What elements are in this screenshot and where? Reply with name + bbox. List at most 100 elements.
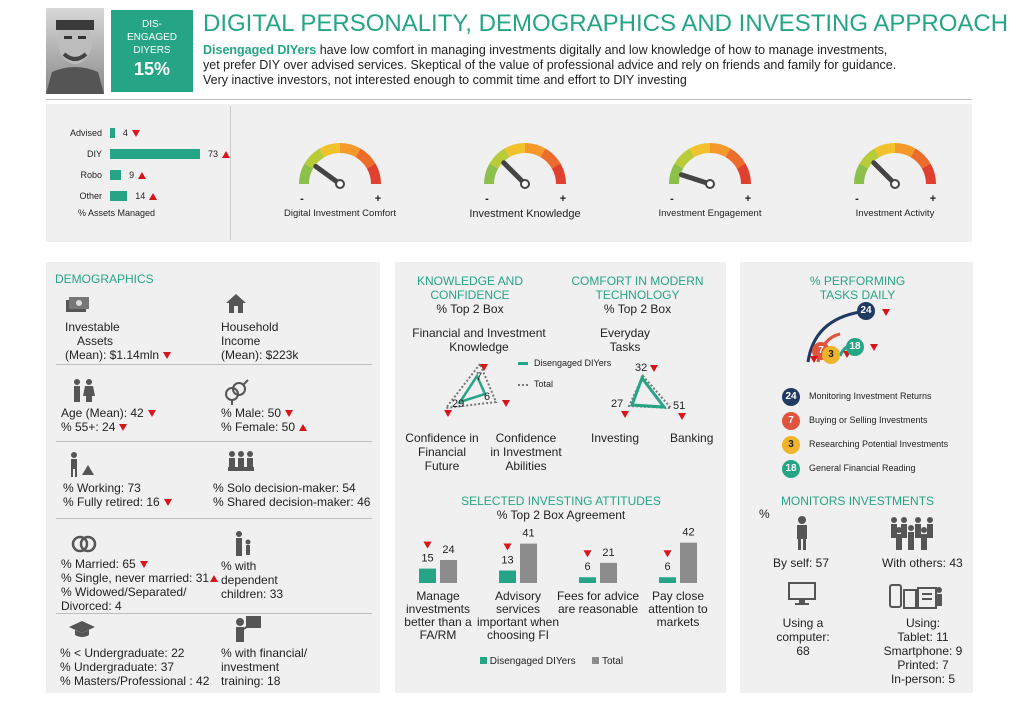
gauge-arc-segment — [859, 148, 880, 169]
knowledge-bottom-right-label: Confidence in Investment Abilities — [484, 431, 568, 473]
avatar — [46, 8, 104, 94]
segment-bar — [579, 577, 596, 583]
knowledge-bottom-right-line1: Confidence — [495, 431, 557, 445]
monitors-by-self: By self: 57 — [773, 556, 830, 570]
demographics-divider-2 — [56, 441, 372, 442]
assets-managed-chart: Advised 4 DIY 73 Robo 9 Other 14 % Assets Manage… — [56, 126, 231, 226]
gauge-arc-segment — [484, 163, 499, 185]
tasks-legend-label: Researching Potential Investments — [809, 439, 949, 449]
gauge-arc-segment — [854, 163, 869, 185]
gauge-arc-segment — [709, 143, 731, 158]
gender-icon — [222, 378, 250, 411]
masters-pct: % Masters/Professional : 42 — [60, 674, 210, 688]
attitudes-chart: 15 24 13 41 6 21 6 42 — [419, 527, 697, 583]
investable-assets-line2: Assets — [77, 334, 114, 348]
household-income-line3: (Mean): $223k — [221, 348, 299, 362]
gauge-label: Investment Knowledge — [469, 208, 581, 220]
badge-percentage: 15% — [133, 59, 171, 79]
gauge-dial: - + — [484, 143, 566, 205]
gauge: - + Digital Investment Comfort — [250, 136, 430, 232]
household-income: Household Income (Mean): $223k — [221, 320, 298, 362]
assets-bar — [110, 170, 122, 180]
segment-down-arrow — [503, 543, 512, 551]
knowledge-top-value: 7 — [476, 371, 483, 383]
tasks-legend-badge: 24 — [782, 388, 800, 406]
under-undergrad-pct: % < Undergraduate: 22 — [60, 646, 185, 660]
change-arrow-up — [149, 193, 158, 201]
attitudes-category-label: Fees for advice are reasonable — [556, 590, 640, 616]
gauge: - + Investment Engagement — [620, 136, 800, 232]
financial-training-line1: % with financial/ — [221, 646, 308, 660]
gauge-arc-segment — [674, 148, 695, 169]
gauge-arc-segment — [299, 163, 314, 185]
gauge-dial: - + — [299, 143, 381, 205]
retired-pct: % Fully retired: 16 — [63, 495, 172, 509]
attitudes-legend-segment-swatch — [480, 657, 487, 664]
monitors-computer-line1: Using a — [782, 616, 824, 630]
knowledge-top-label-line1: Financial and Investment — [412, 326, 546, 340]
age-stats: Age (Mean): 42 % 55+: 24 — [61, 406, 156, 434]
gauge-minus-label: - — [485, 193, 489, 205]
header-divider — [46, 99, 972, 100]
assets-row-advised: Advised 4 — [56, 126, 226, 140]
monitors-using: Using: — [905, 616, 940, 630]
gauge-plus-label: + — [930, 193, 936, 205]
segment-down-arrow — [583, 550, 592, 558]
monitors-smartphone: Smartphone: 9 — [883, 644, 963, 658]
attitudes-category-line: attention to — [648, 602, 708, 616]
tasks-title-line1: % PERFORMING — [809, 274, 906, 288]
assets-value: 4 — [123, 126, 140, 140]
tasks-title-line2: TASKS DAILY — [819, 288, 896, 302]
attitudes-category-line: choosing FI — [486, 628, 550, 642]
assets-value: 9 — [129, 168, 147, 182]
knowledge-subtitle: % Top 2 Box — [436, 302, 504, 316]
description-highlight: Disengaged DIYers — [203, 43, 317, 57]
tasks-legend-item: 7 Buying or Selling Investments — [782, 412, 972, 432]
comfort-segment-triangle — [629, 374, 668, 409]
right-panel — [740, 262, 973, 693]
segment-description: Disengaged DIYers have low comfort in ma… — [203, 43, 983, 88]
attitudes-legend: Disengaged DIYers Total — [480, 656, 623, 668]
change-arrow-up — [222, 151, 231, 159]
tasks-arc-badge-3: 3 — [822, 346, 840, 364]
segment-down-arrow — [663, 550, 672, 558]
segment-bar-label: 6 — [664, 561, 670, 573]
widowed-pct-line2: Divorced: 4 — [61, 599, 122, 613]
attitudes-category-labels: Manage investments better than a FA/RM Advis… — [400, 590, 720, 650]
comfort-top-label-line1: Everyday — [599, 326, 651, 340]
assets-value: 14 — [135, 189, 158, 203]
male-pct: % Male: 50 — [221, 406, 307, 420]
monitors-tablet: Tablet: 11 — [897, 630, 949, 644]
segment-bar — [419, 568, 436, 583]
gauge-arc-segment — [874, 143, 896, 158]
dependent-children: % with dependent children: 33 — [221, 559, 283, 601]
tasks-legend-label: Buying or Selling Investments — [809, 415, 928, 425]
segment-bar — [499, 570, 516, 583]
demographics-divider-3 — [56, 518, 372, 519]
assets-row-other: Other 14 — [56, 189, 226, 203]
tasks-title: % PERFORMING TASKS DAILY — [760, 274, 955, 302]
tasks-legend-badge: 18 — [782, 460, 800, 478]
attitudes-category-line: FA/RM — [419, 628, 457, 642]
female-pct: % Female: 50 — [221, 420, 308, 434]
assets-bar — [110, 128, 115, 138]
comfort-right-label: Banking — [670, 431, 714, 445]
total-bar — [600, 562, 617, 583]
couple-icon — [70, 378, 96, 407]
segment-bar-label: 15 — [421, 553, 433, 565]
total-bar-label: 42 — [682, 527, 694, 539]
assets-caption: % Assets Managed — [78, 208, 156, 218]
attitudes-category-line: markets — [656, 615, 700, 629]
gauge-plus-label: + — [745, 193, 751, 205]
badge-line1: DIS- — [142, 19, 162, 30]
rings-icon — [70, 532, 98, 559]
description-line3: Very inactive investors, not interested … — [203, 73, 687, 87]
comfort-top-label: Everyday Tasks — [590, 326, 660, 354]
monitors-computer-line3: 68 — [796, 644, 810, 658]
knowledge-legend-total: Total — [518, 379, 611, 390]
attitudes-category-line: Advisory — [494, 589, 541, 603]
gauge-label: Investment Engagement — [658, 208, 762, 219]
comfort-title: COMFORT IN MODERN TECHNOLOGY — [565, 274, 710, 302]
investable-assets-line1: Investable — [65, 320, 120, 334]
monitors-with-others: With others: 43 — [882, 556, 963, 570]
